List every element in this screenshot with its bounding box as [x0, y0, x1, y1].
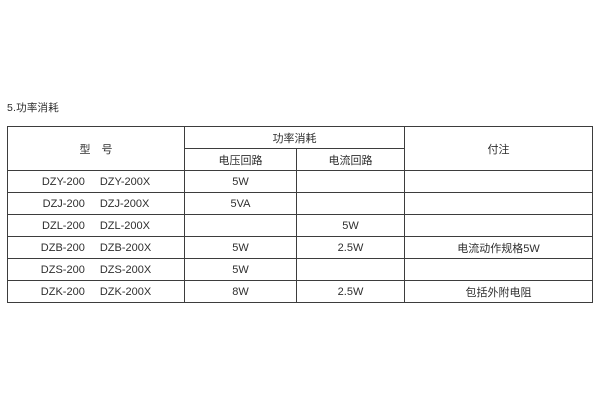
- model-b: DZY-200X: [99, 175, 151, 188]
- voltage-cell: [184, 214, 297, 237]
- voltage-cell: 8W: [184, 280, 297, 303]
- note-cell: 电流动作规格5W: [404, 236, 593, 259]
- model-cell: DZJ-200 DZJ-200X: [7, 192, 185, 215]
- header-model: 型 号: [7, 126, 185, 171]
- current-cell: [296, 192, 405, 215]
- voltage-cell: 5W: [184, 236, 297, 259]
- section-title: 5.功率消耗: [7, 102, 59, 114]
- model-a: DZK-200: [40, 285, 85, 298]
- table-row: DZB-200 DZB-200X 5W 2.5W 电流动作规格5W: [7, 236, 593, 259]
- current-cell: 2.5W: [296, 236, 405, 259]
- note-cell: [404, 192, 593, 215]
- note-cell: 包括外附电阻: [404, 280, 593, 303]
- power-consumption-table: 型 号 功率消耗 付注 电压回路 电流回路 DZY-200 DZY-200X 5…: [7, 126, 593, 303]
- header-notes: 付注: [404, 126, 593, 171]
- model-a: DZB-200: [40, 241, 85, 254]
- model-b: DZK-200X: [99, 285, 152, 298]
- note-cell: [404, 258, 593, 281]
- model-a: DZJ-200: [42, 197, 85, 210]
- model-a: DZY-200: [41, 175, 85, 188]
- model-cell: DZB-200 DZB-200X: [7, 236, 185, 259]
- voltage-cell: 5VA: [184, 192, 297, 215]
- current-cell: 5W: [296, 214, 405, 237]
- table-row: DZK-200 DZK-200X 8W 2.5W 包括外附电阻: [7, 280, 593, 303]
- model-cell: DZK-200 DZK-200X: [7, 280, 185, 303]
- model-b: DZS-200X: [99, 263, 152, 276]
- note-cell: [404, 170, 593, 193]
- table-row: DZL-200 DZL-200X 5W: [7, 214, 593, 237]
- table-row: DZJ-200 DZJ-200X 5VA: [7, 192, 593, 215]
- model-b: DZJ-200X: [99, 197, 150, 210]
- model-cell: DZY-200 DZY-200X: [7, 170, 185, 193]
- voltage-cell: 5W: [184, 170, 297, 193]
- model-b: DZB-200X: [99, 241, 152, 254]
- header-power-group: 功率消耗: [184, 126, 405, 149]
- current-cell: [296, 170, 405, 193]
- table-row: DZY-200 DZY-200X 5W: [7, 170, 593, 193]
- model-a: DZS-200: [40, 263, 85, 276]
- model-cell: DZL-200 DZL-200X: [7, 214, 185, 237]
- model-cell: DZS-200 DZS-200X: [7, 258, 185, 281]
- header-row-top: 型 号 功率消耗 付注: [7, 126, 593, 171]
- current-cell: 2.5W: [296, 280, 405, 303]
- model-b: DZL-200X: [99, 219, 150, 232]
- table-row: DZS-200 DZS-200X 5W: [7, 258, 593, 281]
- header-current-circuit: 电流回路: [296, 148, 405, 171]
- current-cell: [296, 258, 405, 281]
- model-a: DZL-200: [42, 219, 85, 232]
- voltage-cell: 5W: [184, 258, 297, 281]
- header-voltage-circuit: 电压回路: [184, 148, 297, 171]
- note-cell: [404, 214, 593, 237]
